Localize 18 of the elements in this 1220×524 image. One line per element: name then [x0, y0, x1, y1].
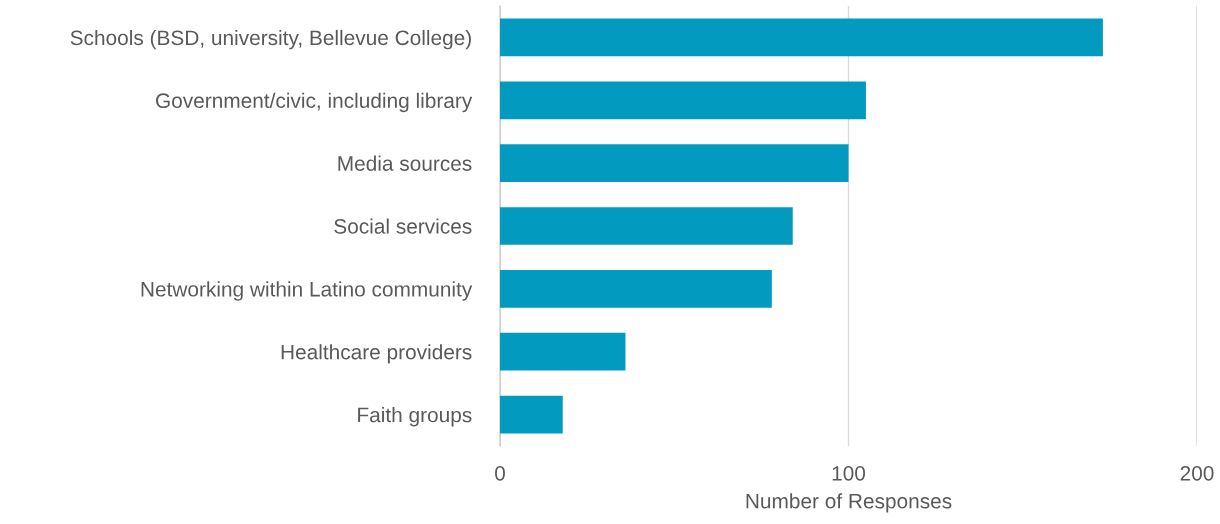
bar — [500, 144, 849, 182]
bar — [500, 207, 793, 245]
y-tick-label: Media sources — [338, 155, 472, 171]
y-tick-label: Faith groups — [358, 407, 472, 427]
y-tick-label: Networking within Latino community — [141, 281, 473, 301]
x-tick-label: 200 — [1180, 465, 1214, 481]
bar — [500, 395, 563, 434]
bar — [500, 332, 626, 371]
x-tick-label: 0 — [495, 465, 505, 481]
bar — [500, 81, 866, 120]
x-axis-title: Number of Responses — [746, 493, 952, 513]
bar — [500, 270, 772, 308]
y-tick-label: Healthcare providers — [281, 344, 472, 364]
bar — [500, 18, 1103, 57]
y-tick-label: Schools (BSD, university, Bellevue College) — [70, 29, 471, 50]
y-tick-label: Social services — [334, 218, 472, 234]
y-tick-label: Government/civic, including library — [156, 92, 473, 113]
x-tick-label: 100 — [832, 465, 866, 481]
